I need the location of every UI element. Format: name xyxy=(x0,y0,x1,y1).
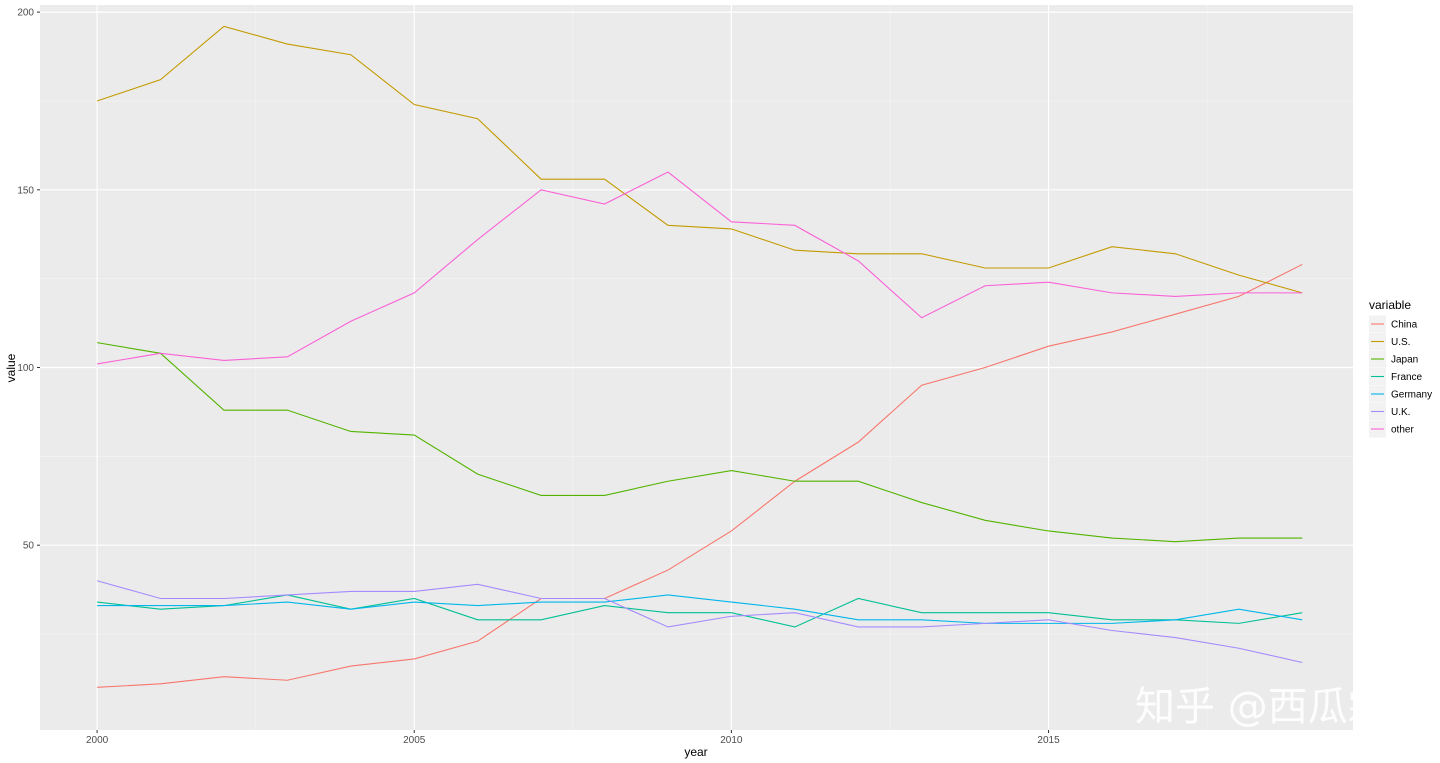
major-gridlines xyxy=(40,5,1353,730)
series-line-us xyxy=(96,25,1303,294)
y-tick-label: 200 xyxy=(17,8,34,19)
x-tick-label: 2005 xyxy=(403,735,426,746)
x-tick-label: 2015 xyxy=(1037,735,1060,746)
y-axis-title: value xyxy=(4,353,18,382)
series-line-other xyxy=(96,171,1303,365)
watermark: 知乎 @西瓜霜 xyxy=(1135,684,1388,730)
x-axis-title: year xyxy=(684,745,707,759)
legend-item: China xyxy=(1369,315,1418,333)
y-tick-label: 50 xyxy=(23,541,35,552)
legend-item: U.K. xyxy=(1369,403,1410,420)
legend-label: Germany xyxy=(1391,390,1432,401)
legend: variable China U.S. Japan France Germany U.K.… xyxy=(1369,298,1432,438)
legend-label: China xyxy=(1391,320,1418,331)
legend-item: Japan xyxy=(1369,350,1418,368)
legend-label: France xyxy=(1391,372,1423,383)
legend-label: other xyxy=(1391,425,1414,436)
series-line-uk xyxy=(96,580,1303,664)
legend-title: variable xyxy=(1369,298,1411,312)
legend-label: Japan xyxy=(1391,355,1418,366)
series-line-china xyxy=(97,263,1303,688)
legend-item: other xyxy=(1369,420,1414,438)
legend-item: Germany xyxy=(1369,385,1432,403)
axis-ticks xyxy=(37,11,1050,733)
legend-label: U.K. xyxy=(1391,407,1410,418)
series-lines xyxy=(96,25,1303,688)
tick-labels: 2000 2005 2010 2015 50 100 150 200 xyxy=(17,8,1060,746)
x-tick-label: 2010 xyxy=(720,735,743,746)
legend-item: France xyxy=(1369,368,1423,385)
x-tick-label: 2000 xyxy=(86,735,109,746)
y-tick-label: 100 xyxy=(17,363,34,374)
legend-items: China U.S. Japan France Germany U.K. other xyxy=(1369,315,1432,438)
series-line-japan xyxy=(96,342,1303,543)
legend-label: U.S. xyxy=(1391,337,1410,348)
series-line-france xyxy=(97,594,1303,628)
legend-item: U.S. xyxy=(1369,333,1410,350)
series-line-germany xyxy=(97,594,1303,624)
y-tick-label: 150 xyxy=(17,185,34,196)
